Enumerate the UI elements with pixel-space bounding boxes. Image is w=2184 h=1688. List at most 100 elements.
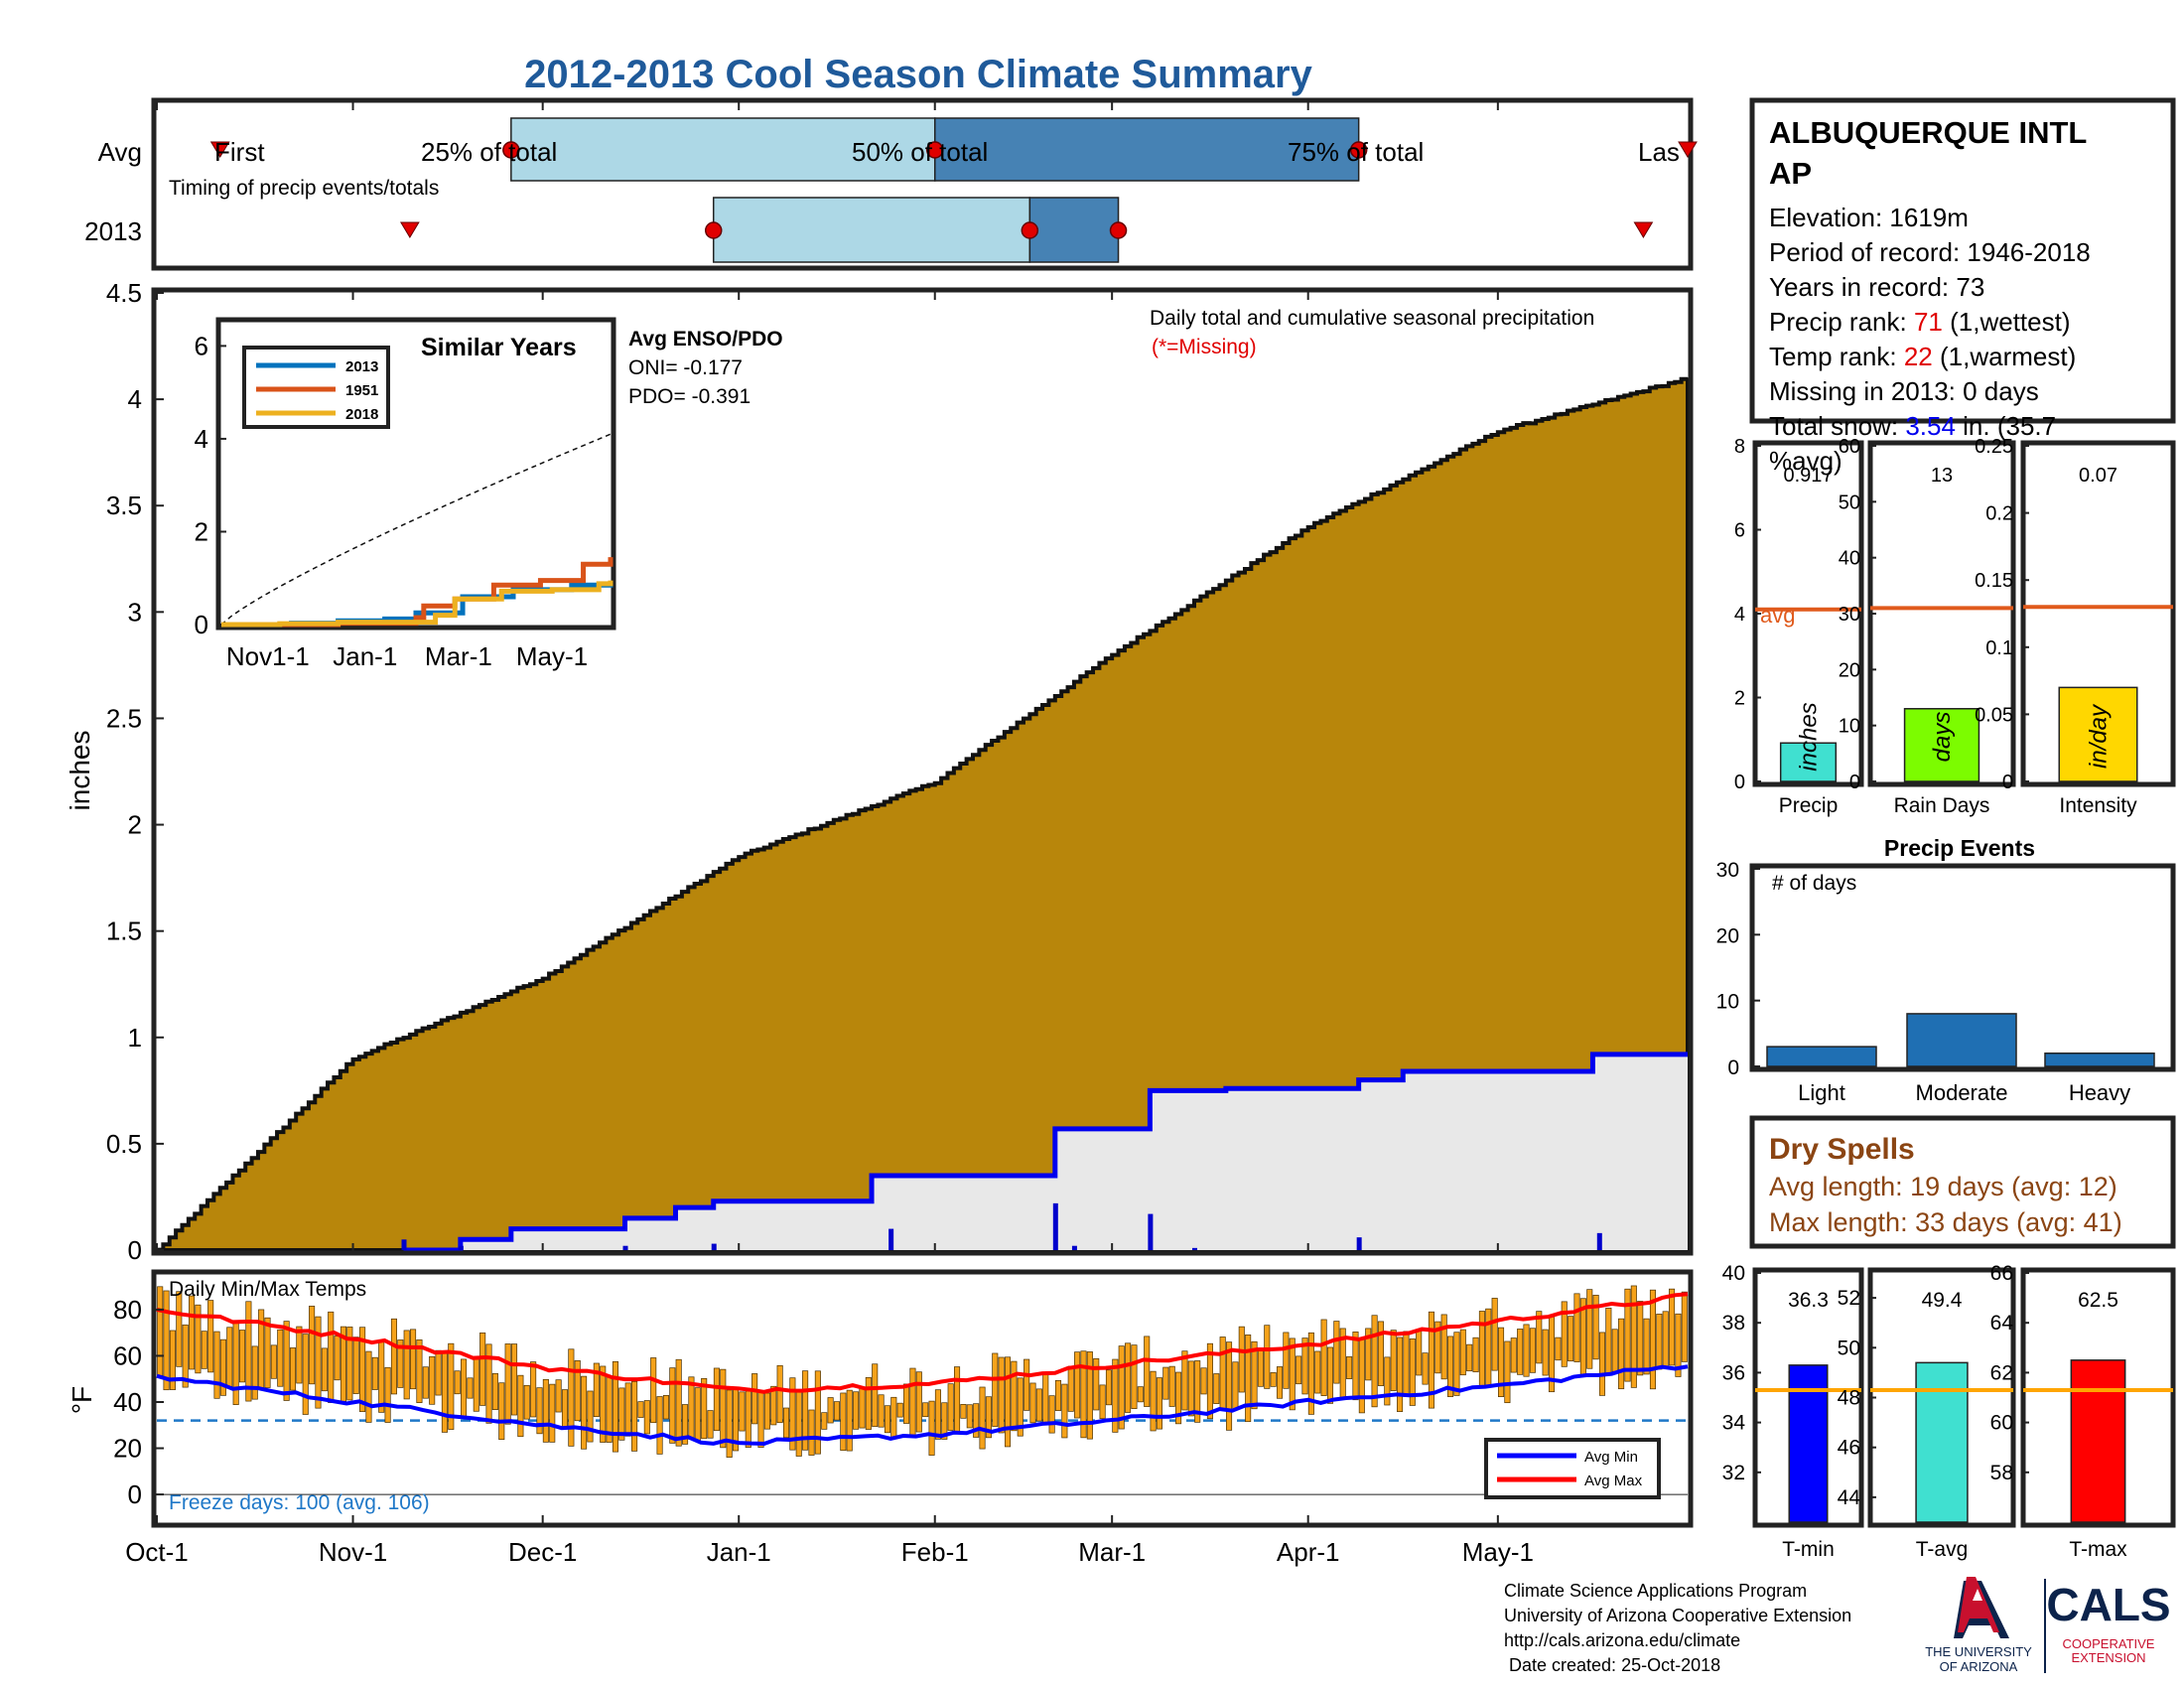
temp-bar-label-tavg: T-avg <box>1916 1538 1969 1561</box>
legend-label-2013: 2013 <box>345 358 378 375</box>
daily-temp-bar-158 <box>1156 1377 1162 1430</box>
daily-temp-bar-185 <box>1326 1346 1334 1404</box>
daily-temp-bar-22 <box>296 1326 303 1384</box>
x-axis-label-6: Apr-1 <box>1277 1537 1340 1567</box>
temp-legend: Avg Min Avg Max <box>1484 1438 1661 1499</box>
x-axis-label-0: Oct-1 <box>125 1537 189 1567</box>
timing-note: Timing of precip events/totals <box>169 177 439 200</box>
daily-temp-bar-114 <box>878 1394 885 1428</box>
timing-avg-triangle-first <box>209 141 230 158</box>
mini-avg-label-precip: avg <box>1760 603 1795 628</box>
daily-temp-bar-43 <box>429 1355 436 1405</box>
timing-year-marker-50 <box>1021 221 1039 239</box>
daily-temp-bar-68 <box>587 1390 594 1443</box>
daily-temp-bar-180 <box>1296 1355 1302 1385</box>
daily-temp-bar-46 <box>448 1342 455 1430</box>
daily-temp-bar-85 <box>694 1387 701 1442</box>
daily-temp-bar-27 <box>328 1311 335 1403</box>
daily-temp-bar-56 <box>510 1343 518 1416</box>
main-ytick-label-6: 3 <box>128 597 142 627</box>
daily-temp-bar-23 <box>302 1334 309 1415</box>
enso-title: Avg ENSO/PDO <box>628 328 783 351</box>
daily-temp-bar-161 <box>1175 1371 1182 1425</box>
daily-temp-bar-207 <box>1466 1343 1473 1372</box>
daily-temp-bar-164 <box>1194 1360 1201 1423</box>
daily-temp-bar-197 <box>1403 1331 1410 1397</box>
timing-avg-marker-50 <box>925 141 944 159</box>
main-chart-ylabel: inches <box>65 731 95 811</box>
station-years: Years in record: 73 <box>1769 272 1984 302</box>
daily-temp-bar-78 <box>650 1357 657 1424</box>
main-chart-note-missing: (*=Missing) <box>1152 336 1257 358</box>
seasonal-totals-bars: 0 2 4 6 8 0.917 inches Precip avg 0 10 20 30 40 50 60 13… <box>1734 436 2176 817</box>
x-axis-label-2: Dec-1 <box>508 1537 577 1567</box>
daily-precip-bar-7 <box>1356 1237 1362 1250</box>
daily-temp-bar-211 <box>1491 1298 1498 1371</box>
daily-temp-bar-167 <box>1213 1373 1220 1404</box>
events-title: Precip Events <box>1884 835 2035 861</box>
daily-temp-bar-105 <box>821 1412 828 1430</box>
daily-temp-bar-125 <box>947 1383 954 1431</box>
avg-min-line <box>156 1364 1689 1446</box>
daily-temp-bar-138 <box>1029 1382 1036 1424</box>
daily-temp-bar-90 <box>726 1389 733 1458</box>
inset-ytick-label-3: 6 <box>195 331 208 360</box>
inset-ytick-label-0: 0 <box>195 610 208 639</box>
avg-cumulative-area <box>155 376 1690 1252</box>
daily-temp-bar-0 <box>157 1286 164 1376</box>
daily-temp-bar-179 <box>1289 1337 1296 1411</box>
daily-temp-bar-47 <box>454 1370 461 1395</box>
daily-temp-bar-174 <box>1257 1349 1264 1387</box>
temp-bar-ytick-tmin-1: 34 <box>1722 1412 1746 1435</box>
mini-chart-intensity: 0 0.05 0.1 0.15 0.2 0.25 0.07 in/day Intensity <box>1975 436 2176 817</box>
daily-temp-bar-184 <box>1320 1319 1327 1396</box>
timing-label-25: 25% of total <box>421 137 557 167</box>
daily-temp-bar-20 <box>283 1321 290 1401</box>
daily-temp-bar-126 <box>954 1366 961 1433</box>
daily-temp-bar-137 <box>1024 1358 1030 1411</box>
events-ytick-1: 10 <box>1716 991 1739 1014</box>
daily-temp-bar-192 <box>1371 1315 1378 1408</box>
daily-temp-bar-69 <box>593 1362 600 1418</box>
mini-unit-raindays: days <box>1929 712 1956 763</box>
inset-line-2018 <box>221 580 614 628</box>
events-label-heavy: Heavy <box>2069 1080 2130 1105</box>
events-bar-moderate <box>1906 1013 2017 1067</box>
daily-temp-bar-11 <box>226 1327 233 1387</box>
daily-temp-bar-10 <box>219 1338 226 1396</box>
station-precip-rank: Precip rank: 71 (1,wettest) <box>1769 307 2071 337</box>
daily-temp-bar-183 <box>1314 1350 1321 1394</box>
snow-unit: in. (35.7 <box>1963 411 2056 441</box>
footer-line3: http://cals.arizona.edu/climate <box>1504 1630 1740 1650</box>
main-ytick-label-0: 0 <box>128 1235 142 1265</box>
daily-temp-bar-143 <box>1061 1383 1068 1439</box>
daily-temp-bar-108 <box>840 1392 847 1452</box>
temp-bar-ytick-tavg-1: 46 <box>1838 1437 1860 1460</box>
mini-ytick-raindays-1: 10 <box>1839 716 1860 738</box>
daily-temp-bar-72 <box>612 1360 618 1453</box>
events-ytick-2: 20 <box>1716 924 1739 947</box>
university-of-arizona-logo: THE UNIVERSITY OF ARIZONA CALS COOPERATI… <box>1925 1577 2171 1674</box>
timing-avg-marker-25 <box>502 141 520 159</box>
mini-chart-raindays: 0 10 20 30 40 50 60 13 days Rain Days <box>1839 436 2016 817</box>
events-label-moderate: Moderate <box>1916 1080 2008 1105</box>
daily-temp-bar-117 <box>896 1402 903 1418</box>
daily-temp-bar-2 <box>169 1330 176 1390</box>
daily-precip-bar-0 <box>401 1239 407 1250</box>
seasonal-temp-bars: 32 34 36 38 40 36.3 T-min 44 46 48 50 52 49.4 T-avg 58… <box>1722 1262 2176 1561</box>
mini-label-raindays: Rain Days <box>1894 794 1990 817</box>
mini-value-raindays: 13 <box>1931 465 1953 487</box>
daily-temp-bar-145 <box>1074 1351 1081 1419</box>
daily-temp-bar-236 <box>1649 1289 1656 1390</box>
daily-temp-bar-92 <box>739 1391 746 1432</box>
daily-temp-bar-111 <box>859 1386 866 1429</box>
temp-bar-value-tavg: 49.4 <box>1922 1289 1963 1312</box>
temp-legend-box <box>1484 1438 1661 1499</box>
daily-temp-bar-214 <box>1510 1337 1517 1373</box>
temperature-panel: 0 20 40 60 80 Daily Min/Max Temps °F Freeze … <box>67 1269 1694 1528</box>
daily-temp-bar-110 <box>853 1391 860 1430</box>
station-elevation: Elevation: 1619m <box>1769 203 1969 232</box>
station-name-line2: AP <box>1769 156 1812 191</box>
daily-temp-bar-84 <box>688 1376 695 1440</box>
